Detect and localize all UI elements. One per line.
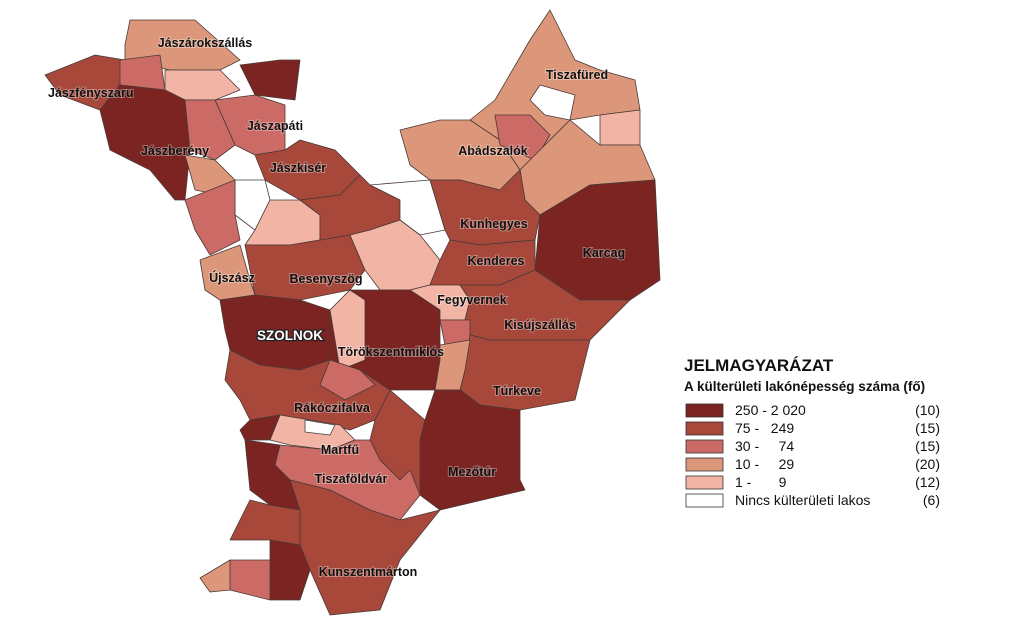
municipality [99, 84, 191, 201]
legend-count: (15) [915, 438, 940, 454]
legend-count: (15) [915, 420, 940, 436]
legend-swatch [685, 403, 724, 418]
place-label: Törökszentmiklós [338, 345, 444, 359]
municipality [304, 419, 336, 436]
place-label: Túrkeve [493, 384, 541, 398]
municipality [239, 59, 301, 101]
legend-range: 75 - 249 [735, 420, 794, 436]
legend-subtitle: A külterületi lakónépesség száma (fő) [684, 379, 925, 394]
place-label: Mezőtúr [448, 465, 496, 479]
legend-swatch [685, 493, 724, 508]
place-label: Jászfényszaru [48, 86, 133, 100]
legend-range: 30 - 74 [735, 438, 794, 454]
municipality [599, 109, 641, 146]
place-label: Jászkisér [270, 161, 326, 175]
municipality [239, 414, 281, 441]
place-label: Jászapáti [247, 119, 303, 133]
place-label: Kunszentmárton [319, 565, 418, 579]
place-label: Karcag [583, 246, 625, 260]
legend-count: (12) [915, 474, 940, 490]
place-label: Újszász [209, 270, 255, 285]
municipality [119, 54, 166, 91]
legend-swatch [685, 475, 724, 490]
municipality [319, 359, 376, 401]
legend-swatch [685, 439, 724, 454]
county-map [44, 9, 661, 616]
municipality [184, 179, 241, 256]
place-label: Jászárokszállás [158, 36, 253, 50]
legend-count: (6) [923, 492, 940, 508]
place-label: Kisújszállás [504, 318, 576, 332]
city-label: SZOLNOK [257, 328, 323, 343]
legend-range: 1 - 9 [735, 474, 787, 490]
municipality [529, 84, 576, 121]
place-label: Kenderes [468, 254, 525, 268]
municipality [459, 334, 591, 411]
municipality [184, 99, 236, 161]
legend-title: JELMAGYARÁZAT [684, 356, 834, 375]
municipality [229, 559, 271, 601]
place-label: Abádszalók [458, 144, 528, 158]
legend-range: 250 - 2 020 [735, 402, 806, 418]
place-label: Jászberény [141, 144, 209, 158]
legend-swatch [685, 421, 724, 436]
legend-count: (20) [915, 456, 940, 472]
place-label: Kunhegyes [460, 217, 527, 231]
legend-range: Nincs külterületi lakos [735, 492, 870, 508]
place-label: Tiszaföldvár [315, 472, 388, 486]
place-labels: Jászárokszállás Jászfényszaru Tiszafüred… [47, 35, 626, 580]
place-label: Martfű [321, 443, 359, 457]
legend: JELMAGYARÁZAT A külterületi lakónépesség… [684, 356, 940, 508]
place-label: Besenyszög [290, 272, 363, 286]
legend-count: (10) [915, 402, 940, 418]
place-label: Tiszafüred [546, 68, 608, 82]
place-label: Fegyvernek [437, 293, 507, 307]
legend-swatch [685, 457, 724, 472]
legend-range: 10 - 29 [735, 456, 794, 472]
municipality [199, 559, 231, 593]
place-label: Rákóczifalva [294, 401, 371, 415]
municipality [329, 289, 366, 371]
municipality [244, 234, 366, 301]
